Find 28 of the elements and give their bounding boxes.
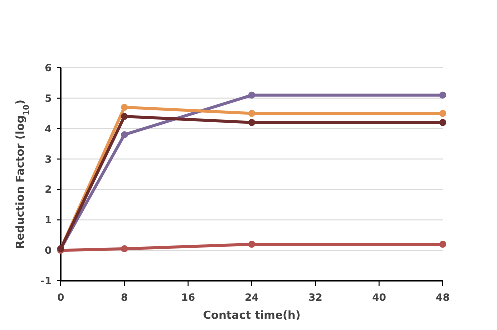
x-tick-label: 24 [245,293,259,304]
y-tick-label: 1 [45,216,52,227]
point [440,240,446,248]
y-tick-label: 3 [45,154,52,166]
point [121,104,128,112]
point [248,119,256,126]
point [248,240,256,248]
y-tick-label: 0 [45,246,52,258]
point [121,246,128,253]
point [440,92,446,99]
y-tick-label: 2 [45,185,52,196]
x-tick-label: 40 [372,293,386,304]
point [248,92,256,99]
point [440,110,446,118]
x-tick-label: 0 [58,293,65,304]
x-tick-label: 48 [436,293,450,304]
x-tick-label: 32 [308,293,323,304]
y-tick-label: -1 [40,276,52,288]
x-axis-title: Contact time(h) [203,309,301,322]
x-tick-label: 8 [121,293,128,304]
point [248,110,256,118]
point [121,113,128,120]
y-tick-label: 4 [45,124,52,136]
point [121,131,128,138]
x-tick-label: 16 [181,293,196,304]
y-tick-label: 6 [45,64,52,74]
point [440,119,446,126]
y-tick-label: 5 [45,94,52,105]
